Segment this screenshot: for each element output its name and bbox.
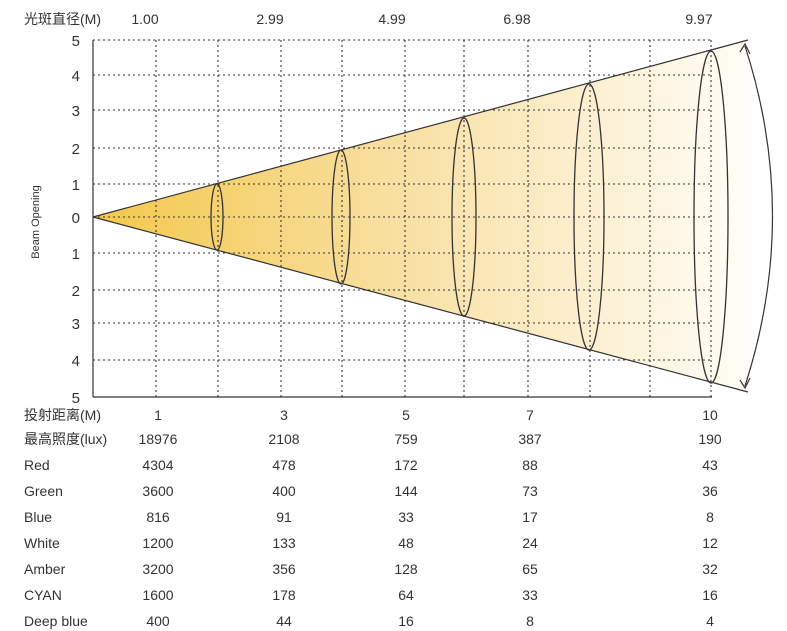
table-cell: 8 — [526, 613, 534, 629]
table-cell: 43 — [702, 457, 718, 473]
table-cell: 65 — [522, 561, 538, 577]
table-cell: 12 — [702, 535, 718, 551]
table-cell: 144 — [394, 483, 418, 499]
table-cell: 4 — [706, 613, 714, 629]
distance-value: 5 — [402, 407, 410, 423]
table-cell: 18976 — [139, 431, 178, 447]
table-cell: 1200 — [142, 535, 173, 551]
beam-edge-bottom — [92, 216, 749, 393]
beam-section-ellipse — [210, 183, 224, 251]
table-cell: 190 — [698, 431, 722, 447]
distance-value: 10 — [702, 407, 718, 423]
table-cell: 33 — [398, 509, 414, 525]
table-cell: 400 — [146, 613, 170, 629]
table-cell: 759 — [394, 431, 418, 447]
table-cell: 17 — [522, 509, 538, 525]
table-cell: 91 — [276, 509, 292, 525]
table-cell: 400 — [272, 483, 296, 499]
table-cell: 3600 — [142, 483, 173, 499]
table-cell: 8 — [706, 509, 714, 525]
y-axis-label: Beam Opening — [30, 185, 42, 258]
table-cell: 48 — [398, 535, 414, 551]
table-row-label: Deep blue — [24, 613, 88, 629]
table-cell: 178 — [272, 587, 296, 603]
y-axis-tick: 0 — [72, 210, 80, 227]
table-row-label: White — [24, 535, 60, 551]
table-cell: 16 — [398, 613, 414, 629]
table-cell: 3200 — [142, 561, 173, 577]
distance-value: 3 — [280, 407, 288, 423]
table-row-label: CYAN — [24, 587, 62, 603]
table-cell: 133 — [272, 535, 296, 551]
beam-section-ellipse — [451, 117, 477, 317]
table-cell: 4304 — [142, 457, 173, 473]
table-cell: 33 — [522, 587, 538, 603]
y-axis-tick: 5 — [72, 33, 80, 50]
y-axis-tick: 2 — [72, 283, 80, 300]
table-cell: 2108 — [268, 431, 299, 447]
label-layer: 光斑直径(M) 1.00 2.99 4.99 6.98 9.97 5 4 3 2 1 0 1 2 3 4 5 Be… — [24, 11, 713, 407]
top-axis-tick: 1.00 — [131, 11, 158, 27]
y-axis-tick: 3 — [72, 316, 80, 333]
data-table: 投射距离(M) 1 3 5 7 10 最高照度(lux) 18976 2108 759 387 190… — [24, 407, 722, 629]
axis-layer — [92, 40, 712, 398]
top-axis-tick: 6.98 — [503, 11, 530, 27]
beam-edge-top — [92, 39, 749, 218]
table-cell: 44 — [276, 613, 292, 629]
y-axis-tick: 5 — [72, 390, 80, 407]
table-cell: 73 — [522, 483, 538, 499]
distance-value: 1 — [154, 407, 162, 423]
beam-cone-layer — [92, 39, 749, 393]
top-axis-tick: 9.97 — [685, 11, 712, 27]
table-cell: 816 — [146, 509, 170, 525]
arrowhead-top — [739, 42, 751, 55]
table-row-label: Blue — [24, 509, 52, 525]
table-row-label: Amber — [24, 561, 66, 577]
table-cell: 36 — [702, 483, 718, 499]
top-axis-tick: 4.99 — [378, 11, 405, 27]
y-axis-tick: 1 — [72, 177, 80, 194]
table-cell: 1600 — [142, 587, 173, 603]
y-axis-tick: 2 — [72, 141, 80, 158]
y-axis-tick: 4 — [72, 68, 80, 85]
beam-section-ellipse — [693, 50, 729, 384]
grid-layer — [93, 39, 712, 397]
top-axis-label: 光斑直径(M) — [24, 11, 101, 27]
table-cell: 387 — [518, 431, 542, 447]
table-cell: 16 — [702, 587, 718, 603]
table-row-label: Green — [24, 483, 63, 499]
table-cell: 356 — [272, 561, 296, 577]
beam-cone — [93, 40, 748, 392]
beam-section-ellipse — [573, 83, 605, 351]
distance-value: 7 — [526, 407, 534, 423]
beam-section-layer — [210, 42, 774, 390]
beam-span-arrow — [744, 45, 774, 387]
y-axis-tick: 3 — [72, 103, 80, 120]
table-cell: 64 — [398, 587, 414, 603]
table-cell: 172 — [394, 457, 418, 473]
table-row-label: Red — [24, 457, 50, 473]
table-cell: 88 — [522, 457, 538, 473]
beam-section-ellipse — [331, 149, 351, 285]
table-cell: 32 — [702, 561, 718, 577]
table-cell: 478 — [272, 457, 296, 473]
y-axis-tick: 1 — [72, 246, 80, 263]
table-cell: 128 — [394, 561, 418, 577]
table-row-label: 最高照度(lux) — [24, 431, 107, 447]
arrowhead-bottom — [739, 377, 751, 390]
top-axis-tick: 2.99 — [256, 11, 283, 27]
table-cell: 24 — [522, 535, 538, 551]
x-axis-label: 投射距离(M) — [24, 407, 101, 423]
y-axis-tick: 4 — [72, 353, 80, 370]
